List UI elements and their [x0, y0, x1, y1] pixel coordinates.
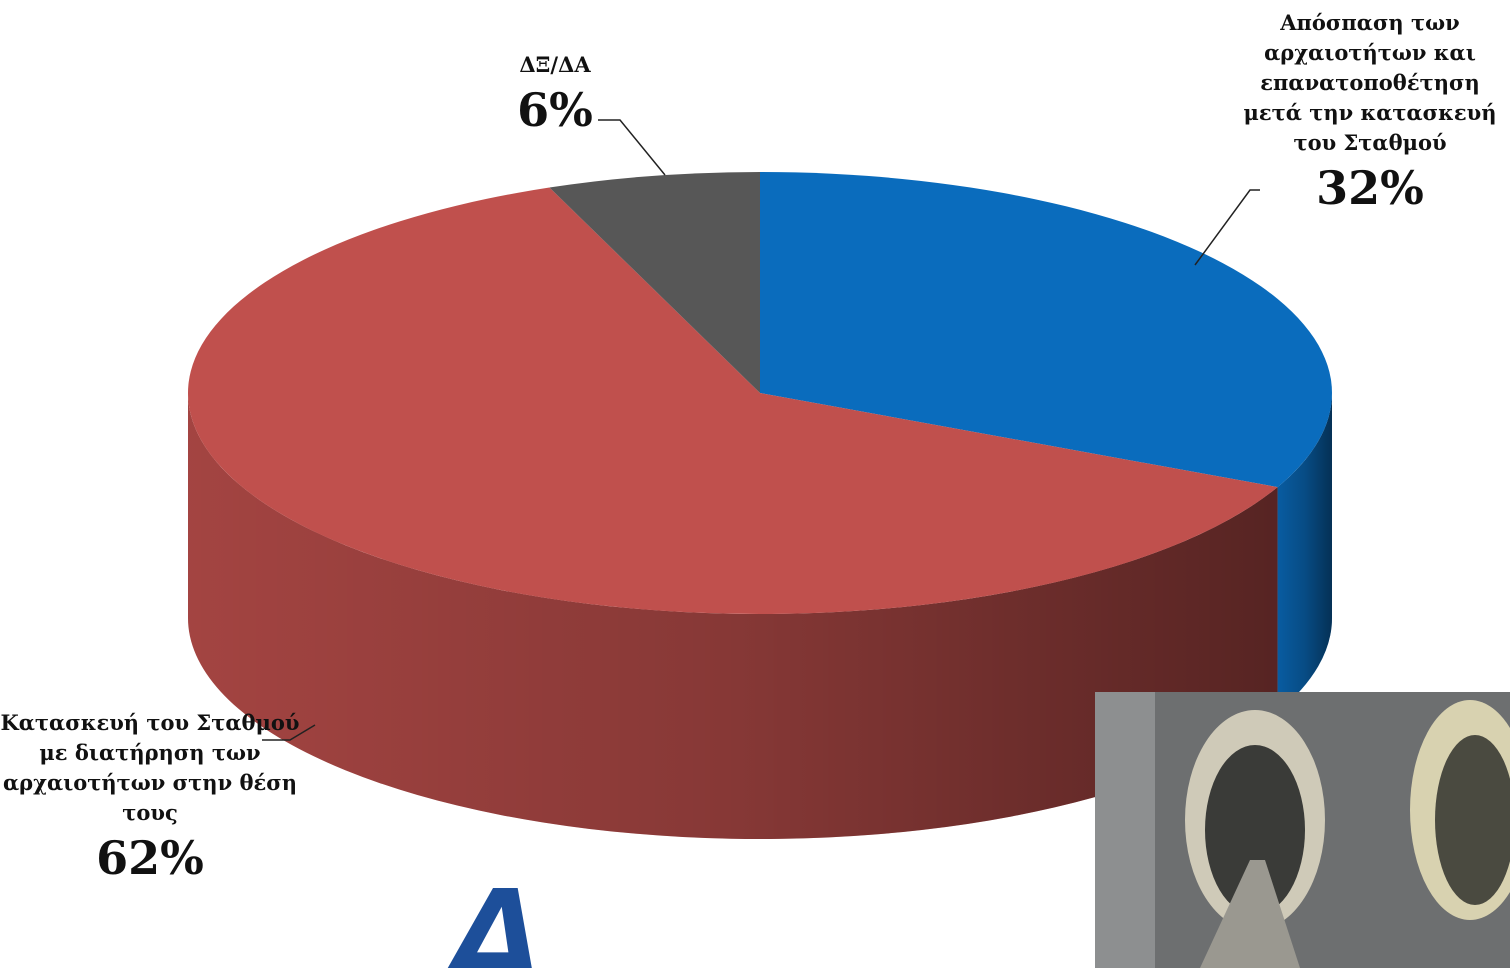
value-label: 6% [517, 83, 593, 137]
slice-label: Κατασκευή του Σταθμού με διατήρηση των α… [0, 708, 300, 888]
leader-line [1194, 189, 1260, 266]
value-label: 32% [1316, 161, 1424, 215]
pie-tops [187, 172, 1332, 615]
category-label: Κατασκευή του Σταθμού με διατήρηση των α… [0, 710, 300, 825]
slice-label: Απόσπαση των αρχαιοτήτων και επανατοποθέ… [1230, 8, 1510, 218]
slice-side-shade [187, 393, 1278, 839]
slice [187, 187, 1278, 615]
leader-line [598, 119, 666, 176]
photo [1095, 692, 1510, 968]
slice-side-shade [1277, 393, 1332, 713]
slice [760, 172, 1332, 488]
decor-glyph: Δ [447, 866, 540, 968]
leader-line [262, 724, 316, 741]
leaders [262, 119, 1260, 741]
slice-label: ΔΞ/ΔΑ 6% [480, 50, 630, 140]
slice [549, 172, 760, 393]
value-label: 62% [96, 831, 204, 885]
category-label: ΔΞ/ΔΑ [519, 52, 591, 77]
pie-sides [187, 393, 1332, 839]
category-label: Απόσπαση των αρχαιοτήτων και επανατοποθέ… [1243, 10, 1497, 155]
